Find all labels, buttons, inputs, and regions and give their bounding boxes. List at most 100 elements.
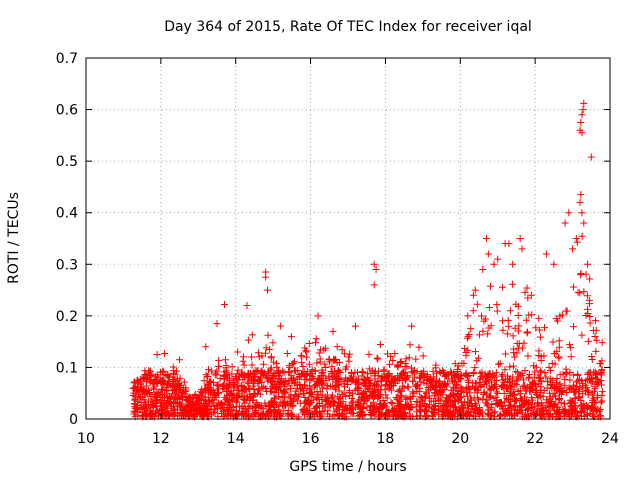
data-point [558,387,566,395]
data-point [134,401,142,409]
data-point [429,367,437,375]
data-point [511,324,519,332]
data-point [160,371,168,379]
data-point [417,407,425,415]
data-point [567,344,575,352]
data-point [258,352,266,360]
data-point [221,410,229,418]
data-point [392,394,400,402]
data-point [306,407,314,415]
data-point [561,406,569,414]
data-point [576,394,584,402]
data-point [588,352,596,360]
data-point [580,288,588,296]
data-point [509,280,517,288]
data-point [507,398,515,406]
data-point [490,409,498,417]
data-point [211,369,219,377]
data-point [569,407,577,415]
data-point [577,191,585,199]
data-point [445,375,453,383]
data-point [452,381,460,389]
data-point [575,393,583,401]
data-point [566,368,574,376]
data-point [255,375,263,383]
data-point [349,397,357,405]
data-point [391,376,399,384]
data-point [395,376,403,384]
data-point [286,384,294,392]
data-point [577,271,585,279]
data-point [539,392,547,400]
data-point [528,404,536,412]
data-point [450,373,458,381]
data-point [386,360,394,368]
data-point [142,370,150,378]
data-point [586,319,594,327]
data-point [340,350,348,358]
data-point [354,375,362,383]
data-point [431,390,439,398]
data-point [245,411,253,419]
x-tick-label: 12 [152,431,170,447]
data-point [570,406,578,414]
data-point [383,403,391,411]
data-point [288,360,296,368]
data-point [491,381,499,389]
data-point [204,366,212,374]
data-point [210,396,218,404]
data-point [537,356,545,364]
data-point [441,372,449,380]
data-point [313,359,321,367]
data-point [295,391,303,399]
data-point [578,232,586,240]
data-point [584,260,592,268]
data-point [496,359,504,367]
data-point [214,362,222,370]
data-point [517,408,525,416]
data-point [441,380,449,388]
plot-frame [85,57,611,420]
data-point [365,365,373,373]
data-point [377,400,385,408]
data-point [211,409,219,417]
data-point [290,367,298,375]
data-point [320,346,328,354]
data-point [358,410,366,418]
data-point [264,408,272,416]
data-point [546,393,554,401]
data-point [398,407,406,415]
data-point [204,393,212,401]
data-point [550,400,558,408]
data-point [471,385,479,393]
data-point [177,401,185,409]
data-point [410,367,418,375]
data-point [567,384,575,392]
data-point [338,410,346,418]
data-point [515,344,523,352]
data-point [409,377,417,385]
data-point [572,235,580,242]
data-point [311,381,319,389]
data-point [251,404,259,412]
data-point [332,372,340,380]
data-point [580,219,588,227]
x-axis-label: GPS time / hours [289,459,406,475]
data-point [171,406,179,414]
data-point [499,371,507,379]
data-point [297,352,305,360]
data-point [326,402,334,410]
data-point [223,381,231,389]
data-point [588,356,596,364]
data-point [402,374,410,382]
data-point [255,385,263,393]
data-point [309,396,317,404]
data-point [246,374,254,382]
data-point [180,378,188,386]
data-point [521,366,529,374]
y-tick-label: 0.6 [56,103,78,119]
data-point [439,391,447,399]
data-point [569,397,577,405]
data-point [275,368,283,376]
chart-title: Day 364 of 2015, Rate Of TEC Index for r… [164,19,532,35]
